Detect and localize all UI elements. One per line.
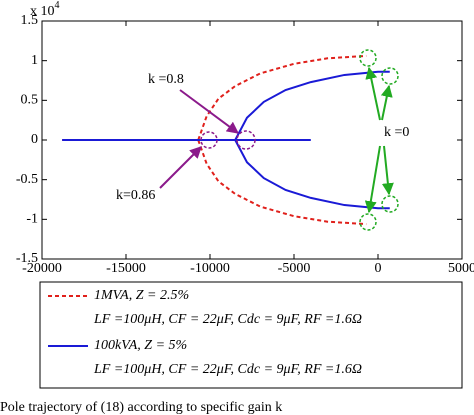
legend-label: 100kVA, Z = 5%: [94, 338, 187, 353]
legend-detail: LF =100μH, CF = 22μF, Cdc = 9μF, RF =1.6…: [93, 312, 362, 327]
legend-detail: LF =100μH, CF = 22μF, Cdc = 9μF, RF =1.6…: [93, 362, 362, 377]
y-tick-label: 1: [31, 53, 38, 68]
pole-circle: [381, 67, 399, 85]
x-tick-label: 0: [375, 261, 382, 276]
x-tick-label: -20000: [22, 261, 62, 276]
arrow: [364, 145, 381, 214]
arrow: [381, 145, 394, 196]
markers: [200, 49, 399, 231]
plot-area: -20000 -15000 -10000 -5000 0 5000 1.5 1 0.5 0 -0.5…: [16, 13, 474, 276]
x-tick-label: -10000: [190, 261, 230, 276]
arrow: [380, 84, 393, 121]
y-tick-label: -0.5: [16, 172, 38, 187]
annotation: k =0.8: [148, 72, 184, 87]
y-tick-label: 1.5: [21, 13, 39, 28]
arrow: [159, 146, 202, 189]
annotation: k =0: [384, 125, 409, 140]
y-tick-label: -1.5: [16, 251, 38, 266]
caption: Pole trajectory of (18) according to spe…: [0, 400, 282, 415]
pole-circle: [359, 213, 377, 231]
multiplier-exponent: 4: [55, 0, 60, 11]
legend-box: [39, 281, 463, 389]
pole-circle: [359, 49, 377, 67]
pole-circle: [236, 130, 256, 150]
y-tick-label: -1: [26, 212, 38, 227]
x-tick-label: -15000: [106, 261, 146, 276]
y-multiplier: x 104: [30, 0, 60, 19]
y-tick-label: 0.5: [21, 93, 39, 108]
x-tick-label: 5000: [448, 261, 474, 276]
pole-circle: [200, 131, 218, 149]
legend-label: 1MVA, Z = 2.5%: [94, 288, 189, 303]
arrow: [179, 89, 239, 134]
x-tick-label: -5000: [278, 261, 311, 276]
arrow: [365, 66, 381, 121]
annotation: k=0.86: [116, 188, 155, 203]
pole-circle: [381, 195, 399, 213]
legend: 1MVA, Z = 2.5% LF =100μH, CF = 22μF, Cdc …: [48, 288, 362, 377]
arrows: [159, 66, 394, 214]
y-tick-label: 0: [31, 132, 38, 147]
multiplier-base: x 10: [30, 4, 55, 19]
